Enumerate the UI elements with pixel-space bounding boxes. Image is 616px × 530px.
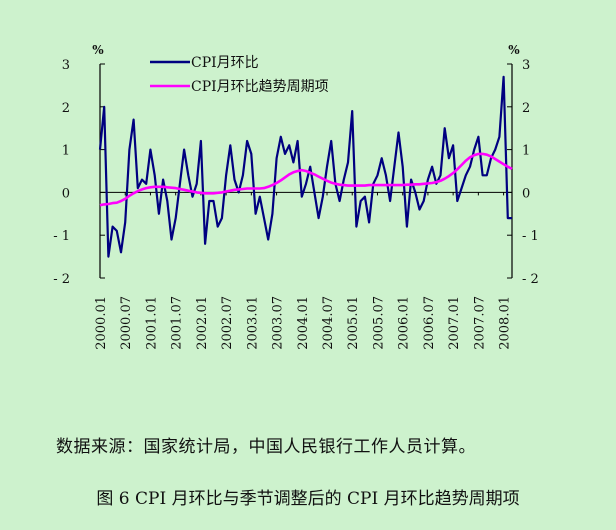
x-tick-label: 2005.07 (371, 296, 386, 350)
right-y-tick-label: 3 (522, 58, 530, 73)
x-tick-label: 2006.07 (422, 296, 437, 350)
cpi-mom-series-line (98, 75, 512, 258)
x-tick-label: 2000.07 (119, 296, 134, 350)
x-tick-label: 2007.07 (472, 296, 487, 350)
legend-label: CPI月环比趋势周期项 (191, 79, 329, 95)
cpi-trend-series-line (99, 152, 513, 207)
x-tick-label: 2001.01 (144, 296, 159, 350)
x-tick-label: 2002.01 (195, 296, 210, 350)
x-tick-label: 2002.07 (220, 296, 235, 350)
x-tick-label: 2007.01 (447, 296, 462, 350)
data-source-note: 数据来源：国家统计局，中国人民银行工作人员计算。 (56, 437, 476, 457)
x-tick-label: 2004.07 (321, 296, 336, 350)
left-y-tick-label: 2 (62, 101, 70, 116)
x-tick-label: 2006.01 (397, 296, 412, 350)
chart-axes: 3 3 2 2 1 1 0 0 - 1 - 1 - 2 - 2% % 2000.01 2000.07 2001… (53, 43, 539, 350)
figure-caption: 图 6 CPI 月环比与季节调整后的 CPI 月环比趋势周期项 (96, 489, 520, 509)
chart-lines (98, 75, 513, 258)
right-y-tick-label: 0 (522, 186, 530, 201)
cpi-chart: 3 3 2 2 1 1 0 0 - 1 - 1 - 2 - 2% % 2000.01 2000.07 2001… (53, 43, 539, 350)
legend-label: CPI月环比 (191, 55, 259, 71)
right-y-tick-label: - 2 (522, 272, 539, 287)
right-y-tick-label: 2 (522, 101, 530, 116)
x-tick-label: 2008.01 (498, 296, 513, 350)
right-y-tick-label: 1 (522, 144, 530, 159)
right-y-tick-label: - 1 (522, 229, 539, 244)
left-y-tick-label: 0 (62, 186, 70, 201)
left-y-tick-label: - 2 (53, 272, 70, 287)
left-y-tick-label: - 1 (53, 229, 70, 244)
x-tick-label: 2004.01 (296, 296, 311, 350)
chart-legend: CPI月环比 CPI月环比趋势周期项 (150, 55, 329, 95)
left-y-tick-label: 1 (62, 144, 70, 159)
x-tick-label: 2000.01 (94, 296, 109, 350)
right-unit-label: % (508, 43, 520, 57)
left-unit-label: % (92, 43, 104, 57)
left-y-tick-label: 3 (62, 58, 70, 73)
x-tick-label: 2005.01 (346, 296, 361, 350)
x-tick-label: 2003.01 (245, 296, 260, 350)
x-tick-label: 2003.07 (271, 296, 286, 350)
x-tick-label: 2001.07 (170, 296, 185, 350)
